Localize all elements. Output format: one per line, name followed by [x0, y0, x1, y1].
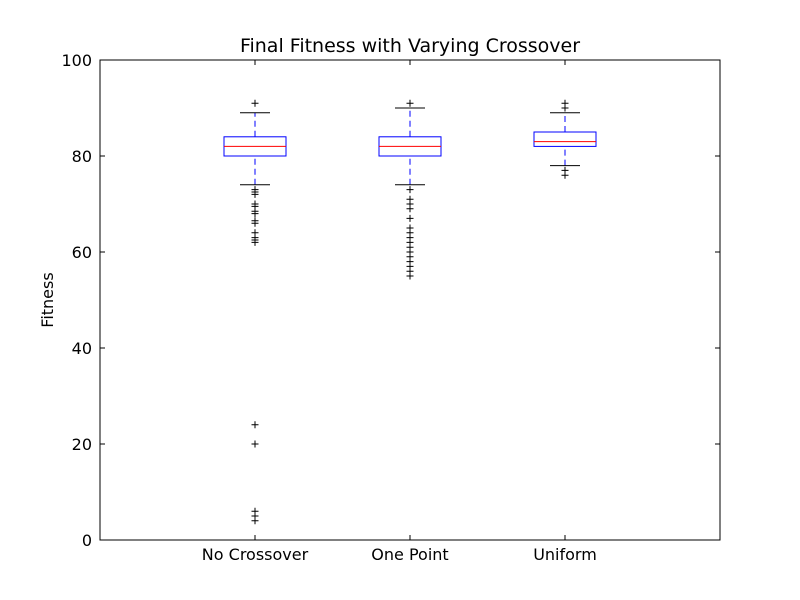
outlier-marker: [406, 186, 414, 194]
box-uniform: [533, 99, 597, 179]
x-tick-label: Uniform: [533, 545, 597, 564]
boxes-layer: [223, 99, 597, 525]
y-tick-label: 40: [72, 339, 92, 358]
outlier-marker: [406, 205, 414, 213]
x-tick-label: No Crossover: [202, 545, 309, 564]
box-one-point: [378, 99, 442, 280]
outlier-marker: [406, 99, 414, 107]
outlier-marker: [251, 421, 259, 429]
y-tick-label: 20: [72, 435, 92, 454]
outlier-marker: [251, 440, 259, 448]
outlier-marker: [406, 272, 414, 280]
y-tick-label: 60: [72, 243, 92, 262]
outlier-marker: [251, 517, 259, 525]
outlier-marker: [561, 171, 569, 179]
chart-title: Final Fitness with Varying Crossover: [239, 35, 581, 57]
outlier-marker: [406, 214, 414, 222]
x-ticks: No Crossover One Point Uniform: [202, 60, 597, 564]
y-axis-label: Fitness: [38, 272, 57, 327]
outlier-marker: [251, 219, 259, 227]
y-tick-label: 100: [61, 51, 92, 70]
y-ticks: 0 20 40 60 80 100: [61, 51, 720, 550]
outlier-marker: [251, 210, 259, 218]
outlier-marker: [561, 104, 569, 112]
outlier-marker: [251, 238, 259, 246]
x-tick-label: One Point: [371, 545, 448, 564]
outlier-marker: [251, 190, 259, 198]
box-no-crossover: [223, 99, 287, 525]
y-tick-label: 0: [82, 531, 92, 550]
outlier-marker: [251, 99, 259, 107]
iqr-box: [533, 131, 597, 147]
y-tick-label: 80: [72, 147, 92, 166]
